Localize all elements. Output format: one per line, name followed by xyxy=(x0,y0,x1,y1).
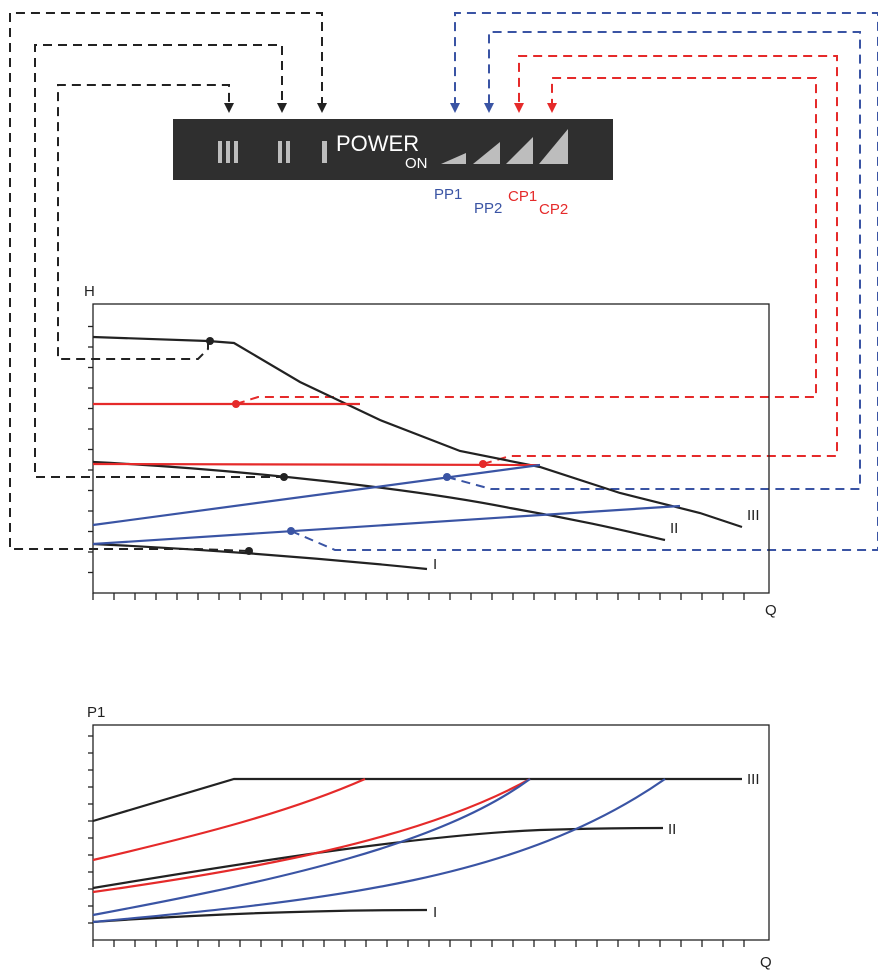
control-panel: POWER ON xyxy=(173,119,613,180)
head-chart-frame xyxy=(92,303,770,594)
point-speed-3 xyxy=(206,337,214,345)
head-chart-x-label: Q xyxy=(765,602,777,619)
arrow-speed-1-icon xyxy=(317,103,327,113)
cp1-connector xyxy=(482,55,838,465)
head-curve-label-speed-2: II xyxy=(670,520,678,537)
power-curve-pp1 xyxy=(92,778,666,924)
connector-lines xyxy=(9,12,878,552)
connector-arrows xyxy=(224,103,557,113)
head-curve-speed-3 xyxy=(92,335,743,529)
pp1-connector xyxy=(290,12,878,551)
cp1-mode-indicator[interactable] xyxy=(506,137,533,164)
arrow-pp2-icon xyxy=(484,103,494,113)
head-chart-ticks xyxy=(88,325,745,600)
point-cp1 xyxy=(479,460,487,468)
pp1-mode-indicator[interactable] xyxy=(441,153,466,164)
point-speed-1 xyxy=(245,547,253,555)
head-curve-label-speed-3: III xyxy=(747,507,760,524)
power-curve-speed-2 xyxy=(92,826,664,890)
speed-1-indicator[interactable] xyxy=(322,141,327,163)
power-curve-pp2 xyxy=(92,778,531,917)
point-pp1 xyxy=(287,527,295,535)
power-curve-label-speed-3: III xyxy=(747,771,760,788)
cp2-mode-indicator[interactable] xyxy=(539,129,568,164)
head-curve-pp1 xyxy=(92,504,681,546)
arrow-speed-2-icon xyxy=(277,103,287,113)
control-panel-background xyxy=(173,119,613,180)
arrow-speed-3-icon xyxy=(224,103,234,113)
speed-2-indicator[interactable] xyxy=(278,141,290,163)
cp1-label: CP1 xyxy=(508,188,537,205)
pp2-connector xyxy=(446,31,861,490)
point-pp2 xyxy=(443,473,451,481)
power-on-label: ON xyxy=(405,155,428,172)
speed-1-connector xyxy=(9,12,323,552)
power-curve-label-speed-1: I xyxy=(433,904,437,921)
power-chart: P1 Q III II I xyxy=(87,704,772,971)
cp2-label: CP2 xyxy=(539,201,568,218)
power-label: POWER xyxy=(336,131,419,156)
power-chart-x-label: Q xyxy=(760,954,772,971)
power-curve-cp2 xyxy=(92,777,366,862)
arrow-cp2-icon xyxy=(547,103,557,113)
head-curve-pp2 xyxy=(92,463,541,527)
power-chart-frame xyxy=(92,724,770,941)
power-curve-speed-1 xyxy=(92,908,428,924)
pp2-label: PP2 xyxy=(474,200,502,217)
head-chart-y-label: H xyxy=(84,283,95,300)
speed-2-connector xyxy=(34,44,285,478)
power-chart-ticks xyxy=(88,735,745,947)
head-chart: H Q III II I xyxy=(84,283,777,619)
cp2-connector xyxy=(235,77,817,405)
head-curve-speed-2 xyxy=(92,460,666,542)
speed-3-indicator[interactable] xyxy=(218,141,238,163)
power-curve-speed-3 xyxy=(92,777,742,823)
point-cp2 xyxy=(232,400,240,408)
power-chart-y-label: P1 xyxy=(87,704,105,721)
head-curve-label-speed-1: I xyxy=(433,556,437,573)
point-speed-2 xyxy=(280,473,288,481)
power-curve-cp1 xyxy=(92,778,531,894)
pp1-label: PP1 xyxy=(434,186,462,203)
arrow-cp1-icon xyxy=(514,103,524,113)
head-curve-cp1 xyxy=(92,462,541,467)
speed-3-connector xyxy=(57,84,230,360)
arrow-pp1-icon xyxy=(450,103,460,113)
pp2-mode-indicator[interactable] xyxy=(473,142,500,164)
head-curve-speed-1 xyxy=(92,542,428,571)
power-curve-label-speed-2: II xyxy=(668,821,676,838)
